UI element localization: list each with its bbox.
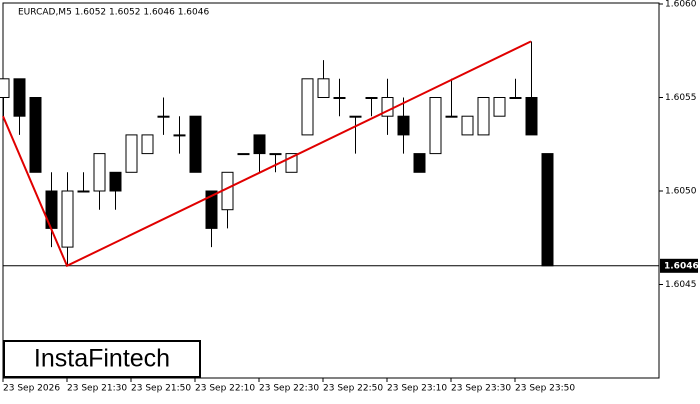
x-tick-label: 23 Sep 22:50 (323, 384, 383, 394)
candle-body (413, 153, 426, 173)
x-tick-label: 23 Sep 23:30 (451, 384, 511, 394)
trendline (2, 40, 532, 268)
x-tick-label: 23 Sep 22:30 (259, 384, 319, 394)
candle-body (477, 97, 490, 136)
y-tick-label: 1.6045 (665, 280, 697, 290)
candle-body (285, 153, 298, 173)
candle-body (173, 134, 186, 137)
candle-body (205, 190, 218, 229)
candle-body (253, 134, 266, 155)
x-tick-label: 23 Sep 21:50 (131, 384, 191, 394)
y-tick-label: 1.6055 (665, 93, 697, 103)
x-tick-label: 23 Sep 23:10 (387, 384, 447, 394)
candle-body (269, 153, 282, 156)
x-tick-label: 23 Sep 22:10 (195, 384, 255, 394)
candle-body (13, 78, 26, 117)
candle-body (429, 97, 442, 155)
current-price-label: 1.6046 (664, 261, 699, 271)
candle-body (525, 97, 538, 136)
candle-body (157, 115, 170, 118)
candle-body (397, 115, 410, 136)
candle-body (493, 97, 506, 117)
candle-body (93, 153, 106, 192)
candle-body (445, 115, 458, 118)
candle-body (109, 171, 122, 192)
y-tick-label: 1.6050 (665, 187, 697, 197)
candle-body (317, 78, 330, 99)
candle-body (77, 190, 90, 193)
candle-body (381, 97, 394, 117)
candle-body (141, 134, 154, 155)
candle-body (349, 115, 362, 118)
y-tick-label: 1.6060 (665, 0, 697, 10)
chart-title: EURCAD,M5 1.6052 1.6052 1.6046 1.6046 (18, 8, 209, 18)
candle-body (333, 97, 346, 99)
candle-body (365, 97, 378, 99)
candle-body (29, 97, 42, 173)
candle-body (461, 115, 474, 136)
candle-body (541, 153, 554, 267)
candle-body (125, 134, 138, 173)
x-tick-label: 23 Sep 2026 (3, 384, 60, 394)
candle-body (189, 115, 202, 173)
x-tick-label: 23 Sep 21:30 (67, 384, 127, 394)
candle-body (0, 78, 10, 99)
candle-body (509, 97, 522, 99)
current-price-box (660, 258, 698, 273)
candle-body (301, 78, 314, 136)
watermark-box (3, 340, 201, 378)
candle-body (237, 153, 250, 156)
x-tick-label: 23 Sep 23:50 (515, 384, 575, 394)
candle-body (61, 190, 74, 248)
watermark: InstaFintech (34, 345, 170, 373)
